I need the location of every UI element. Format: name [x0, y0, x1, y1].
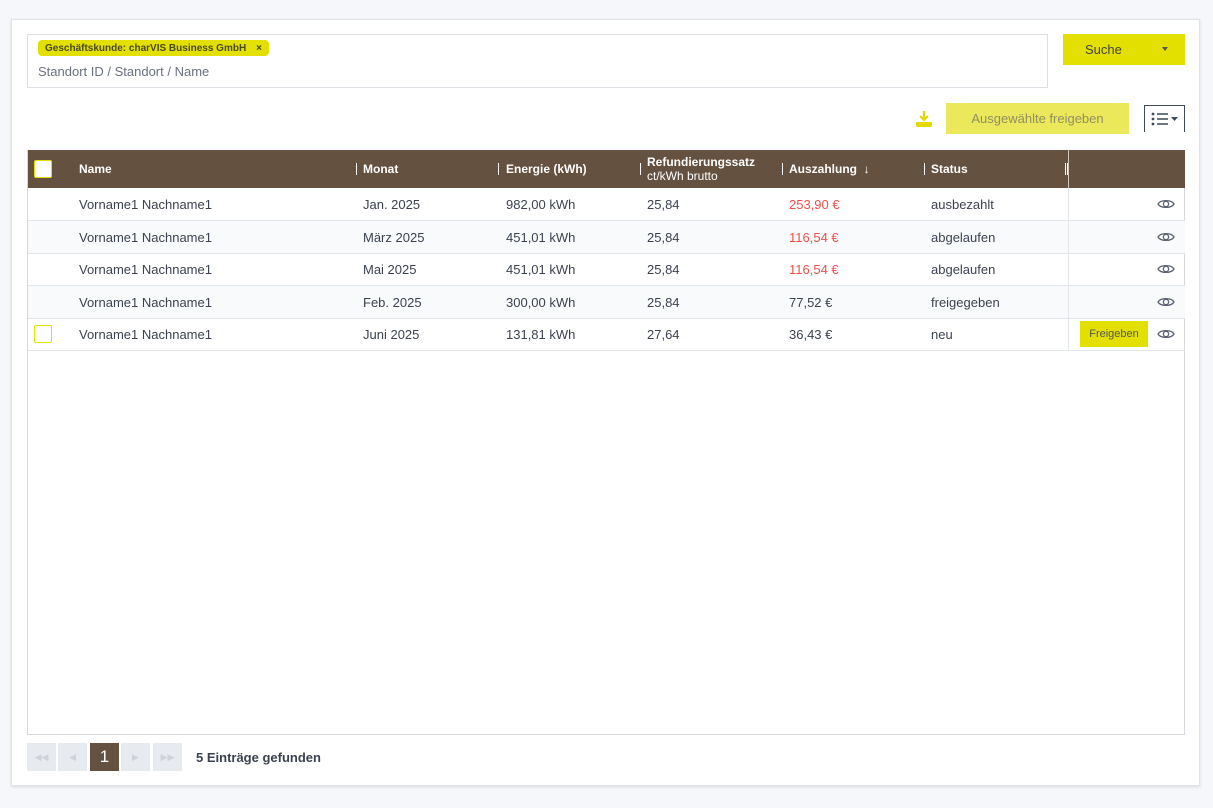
last-page-button[interactable]: ▶▶ — [153, 743, 182, 771]
cell-month: Mai 2025 — [363, 262, 417, 277]
release-selected-button[interactable]: Ausgewählte freigeben — [946, 103, 1129, 134]
cell-status: freigegeben — [931, 294, 1000, 310]
header-status[interactable]: Status — [931, 162, 968, 176]
eye-icon[interactable] — [1157, 327, 1175, 341]
cell-rate: 27,64 — [647, 327, 680, 342]
cell-rate: 25,84 — [647, 197, 680, 212]
header-payout-label: Auszahlung — [789, 162, 857, 176]
cell-name: Vorname1 Nachname1 — [79, 327, 212, 342]
table-row: Vorname1 Nachname1 März 2025 451,01 kWh … — [28, 220, 1185, 254]
header-rate-label: Refundierungssatz — [647, 155, 756, 169]
cell-name: Vorname1 Nachname1 — [79, 229, 212, 245]
cell-month: Jan. 2025 — [363, 197, 421, 212]
cell-name: Vorname1 Nachname1 — [79, 262, 212, 277]
result-count: 5 Einträge gefunden — [196, 750, 321, 765]
cell-month: Feb. 2025 — [363, 294, 422, 310]
eye-icon[interactable] — [1157, 197, 1175, 211]
cell-status: ausbezahlt — [931, 197, 994, 212]
cell-status: abgelaufen — [931, 229, 996, 245]
prev-page-button[interactable]: ◀ — [58, 743, 87, 771]
header-month[interactable]: Monat — [363, 162, 399, 176]
search-button[interactable]: Suche — [1063, 34, 1185, 65]
page-1-button[interactable]: 1 — [90, 743, 119, 771]
table-row: Vorname1 Nachname1 Juni 2025 131,81 kWh … — [28, 318, 1185, 351]
row-checkbox[interactable] — [34, 325, 52, 343]
cell-status: abgelaufen — [931, 262, 996, 277]
header-name[interactable]: Name — [79, 162, 112, 176]
eye-icon[interactable] — [1157, 262, 1175, 276]
filter-chip: Geschäftskunde: charVIS Business GmbH × — [38, 40, 270, 56]
cell-energy: 982,00 kWh — [506, 197, 576, 212]
cell-status: neu — [931, 327, 953, 342]
cell-name: Vorname1 Nachname1 — [79, 197, 212, 212]
list-columns-icon — [1151, 112, 1178, 126]
next-page-button[interactable]: ▶ — [121, 743, 150, 771]
cell-payout: 116,54 € — [789, 262, 839, 277]
header-payout[interactable]: Auszahlung ↓ — [789, 162, 870, 176]
cell-rate: 25,84 — [647, 294, 680, 310]
table-row: Vorname1 Nachname1 Feb. 2025 300,00 kWh … — [28, 285, 1185, 319]
cell-energy: 451,01 kWh — [506, 262, 576, 277]
cell-name: Vorname1 Nachname1 — [79, 294, 212, 310]
table-row: Vorname1 Nachname1 Jan. 2025 982,00 kWh … — [28, 188, 1185, 221]
search-button-label: Suche — [1085, 42, 1122, 57]
cell-month: Juni 2025 — [363, 327, 420, 342]
release-button[interactable]: Freigeben — [1080, 321, 1148, 347]
column-settings-button[interactable] — [1144, 105, 1185, 132]
cell-payout: 36,43 € — [789, 327, 833, 342]
select-all-checkbox[interactable] — [34, 160, 52, 178]
header-energy[interactable]: Energie (kWh) — [506, 162, 587, 176]
cell-payout: 253,90 € — [789, 197, 840, 212]
payout-table: Name Monat Energie (kWh) Refundierungssa… — [27, 150, 1185, 735]
sort-desc-icon[interactable]: ↓ — [863, 162, 870, 176]
cell-month: März 2025 — [363, 229, 425, 245]
eye-icon[interactable] — [1157, 295, 1175, 309]
cell-energy: 451,01 kWh — [506, 229, 576, 245]
header-rate-sub: ct/kWh brutto — [647, 169, 718, 183]
first-page-button[interactable]: ◀◀ — [27, 743, 56, 771]
main-card — [11, 19, 1200, 786]
table-row: Vorname1 Nachname1 Mai 2025 451,01 kWh 2… — [28, 253, 1185, 286]
cell-payout: 77,52 € — [789, 294, 833, 310]
cell-energy: 131,81 kWh — [506, 327, 576, 342]
download-icon[interactable] — [914, 109, 934, 129]
cell-payout: 116,54 € — [789, 229, 839, 245]
cell-rate: 25,84 — [647, 229, 680, 245]
table-header: Name Monat Energie (kWh) Refundierungssa… — [28, 150, 1185, 188]
cell-energy: 300,00 kWh — [506, 294, 576, 310]
filter-chip-label: Geschäftskunde: charVIS Business GmbH — [45, 42, 247, 54]
search-input[interactable] — [38, 64, 1028, 79]
eye-icon[interactable] — [1157, 230, 1175, 244]
close-icon[interactable]: × — [256, 42, 263, 54]
search-field[interactable]: Geschäftskunde: charVIS Business GmbH × — [27, 34, 1048, 88]
chevron-down-icon[interactable] — [1162, 47, 1168, 51]
header-rate[interactable]: Refundierungssatz ct/kWh brutto — [647, 155, 755, 183]
cell-rate: 25,84 — [647, 262, 680, 277]
